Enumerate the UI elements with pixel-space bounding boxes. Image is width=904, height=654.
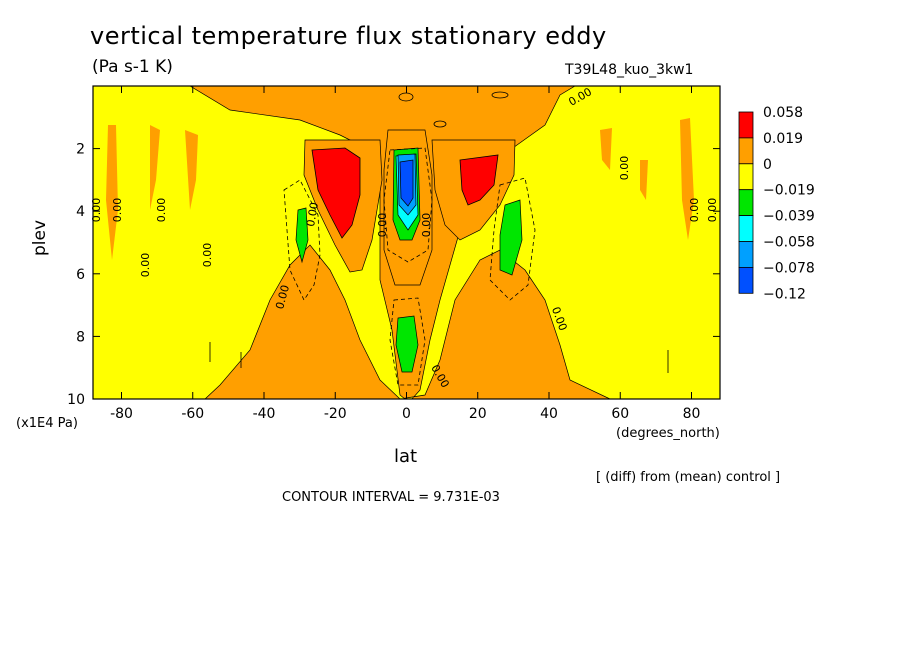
contour-label: 0.00 [304,201,321,227]
contour-label: 0.00 [139,253,152,278]
y-tick-label: 4 [76,204,85,220]
y-tick-label: 8 [76,329,85,345]
x-tick-label: -60 [181,406,204,422]
field-green-south [295,207,309,264]
legend-swatch [738,163,754,191]
contour-interval: CONTOUR INTERVAL = 9.731E-03 [282,490,500,505]
x-axis-units: (degrees_north) [616,426,720,441]
y-tick-label: 6 [76,267,85,283]
x-tick-label: 40 [540,406,558,422]
legend-label: 0.019 [763,131,803,147]
diff-note: [ (diff) from (mean) control ] [596,470,781,485]
x-tick-label: 80 [683,406,701,422]
x-tick-label: -80 [110,406,133,422]
y-tick-label: 10 [67,392,85,408]
y-axis: 2 4 6 8 10 [67,142,720,408]
streak-5 [640,160,648,200]
legend-label: 0.058 [763,105,803,121]
chart-units: (Pa s-1 K) [92,57,173,77]
contour-label: 0.00 [90,198,103,223]
x-tick-label: -20 [324,406,347,422]
x-tick-label: 0 [402,406,411,422]
contour-label: 0.00 [201,243,214,268]
legend-swatch [738,241,754,268]
streak-3 [185,130,198,210]
field-red-north [459,154,499,206]
streak-4 [680,118,694,240]
contour-label: 0.00 [273,284,292,311]
legend-swatch [738,137,754,165]
x-tick-label: 20 [469,406,487,422]
legend-label: −0.039 [763,209,815,225]
streak-2 [150,125,160,210]
color-bar-legend: 0.058 0.019 0 −0.019 −0.039 −0.058 −0.078 −0.12 [738,105,815,302]
y-axis-label: plev [30,219,51,257]
field-green-north [499,199,523,276]
contour-label: 0.00 [688,198,701,223]
x-tick-label: 60 [611,406,629,422]
contour-label: 0.00 [618,156,631,181]
legend-label: −0.058 [763,235,815,251]
plot-area: 0.00 0.00 0.00 0.00 0.00 0.00 0.00 0.00 0.00 0.00… [90,85,721,400]
legend-swatch [738,266,754,294]
field-blue-core [399,159,414,207]
contour-label: 0.00 [376,213,389,238]
y-tick-label: 2 [76,142,85,158]
x-axis-label: lat [394,446,418,467]
contour-label: 0.00 [706,198,719,223]
contour-label: 0.00 [420,213,433,238]
x-axis: -80 -60 -40 -20 0 20 40 60 80 [110,86,700,422]
streak-6 [600,128,612,170]
run-id: T39L48_kuo_3kw1 [565,62,694,78]
legend-swatch [738,189,754,216]
contour-label: 0.00 [155,198,168,223]
x-tick-label: -40 [253,406,276,422]
legend-label: −0.078 [763,260,815,276]
field-red-south [311,147,361,239]
legend-swatch [738,111,754,139]
contour-label: 0.00 [111,198,124,223]
legend-label: −0.12 [763,286,806,302]
legend-label: −0.019 [763,183,815,199]
y-axis-units: (x1E4 Pa) [16,416,78,431]
field-green-eq-low [395,315,419,373]
chart-title: vertical temperature flux stationary edd… [90,22,607,50]
legend-swatch [738,215,754,242]
dashed-contours [283,147,536,386]
legend-label: 0 [763,157,772,173]
streak-1 [106,125,118,260]
